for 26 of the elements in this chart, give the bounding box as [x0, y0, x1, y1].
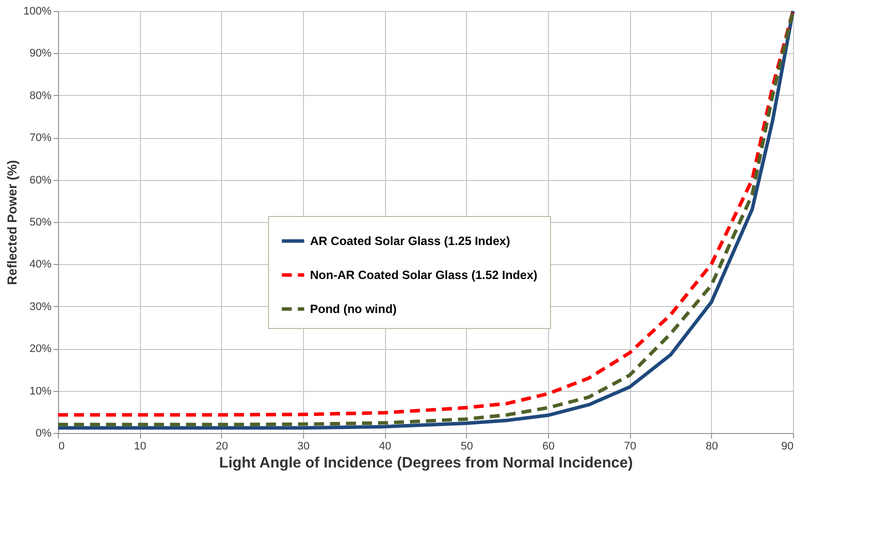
x-tick-label: 0 [58, 440, 65, 452]
y-tick-label: 50% [29, 216, 52, 228]
y-axis-title: Reflected Power (%) [4, 160, 20, 285]
x-tick-label: 40 [379, 440, 392, 452]
y-tick-label: 60% [29, 174, 52, 186]
y-tick-label: 40% [29, 258, 52, 271]
x-tick-label: 80 [706, 440, 718, 452]
x-tick-label: 90 [781, 440, 794, 452]
y-tick-label: 0% [36, 428, 52, 440]
x-tick-label: 50 [460, 440, 473, 452]
y-tick-label: 20% [29, 343, 52, 356]
x-tick-label: 70 [624, 440, 636, 452]
y-tick-label: 90% [29, 48, 52, 60]
legend-label: Non-AR Coated Solar Glass (1.52 Index) [310, 268, 538, 282]
x-tick-label: 60 [542, 440, 555, 452]
x-axis-title: Light Angle of Incidence (Degrees from Normal Incidence) [219, 454, 633, 472]
x-tick-label: 20 [216, 440, 228, 452]
y-tick-label: 10% [29, 385, 52, 398]
x-tick-label: 10 [134, 440, 146, 452]
y-tick-label: 70% [29, 132, 52, 144]
y-tick-label: 100% [23, 6, 52, 18]
legend-label: AR Coated Solar Glass (1.25 Index) [310, 234, 510, 248]
x-tick-label: 30 [297, 440, 310, 452]
legend-label: Pond (no wind) [310, 302, 397, 316]
y-tick-label: 80% [29, 90, 52, 102]
y-tick-label: 30% [29, 300, 52, 313]
